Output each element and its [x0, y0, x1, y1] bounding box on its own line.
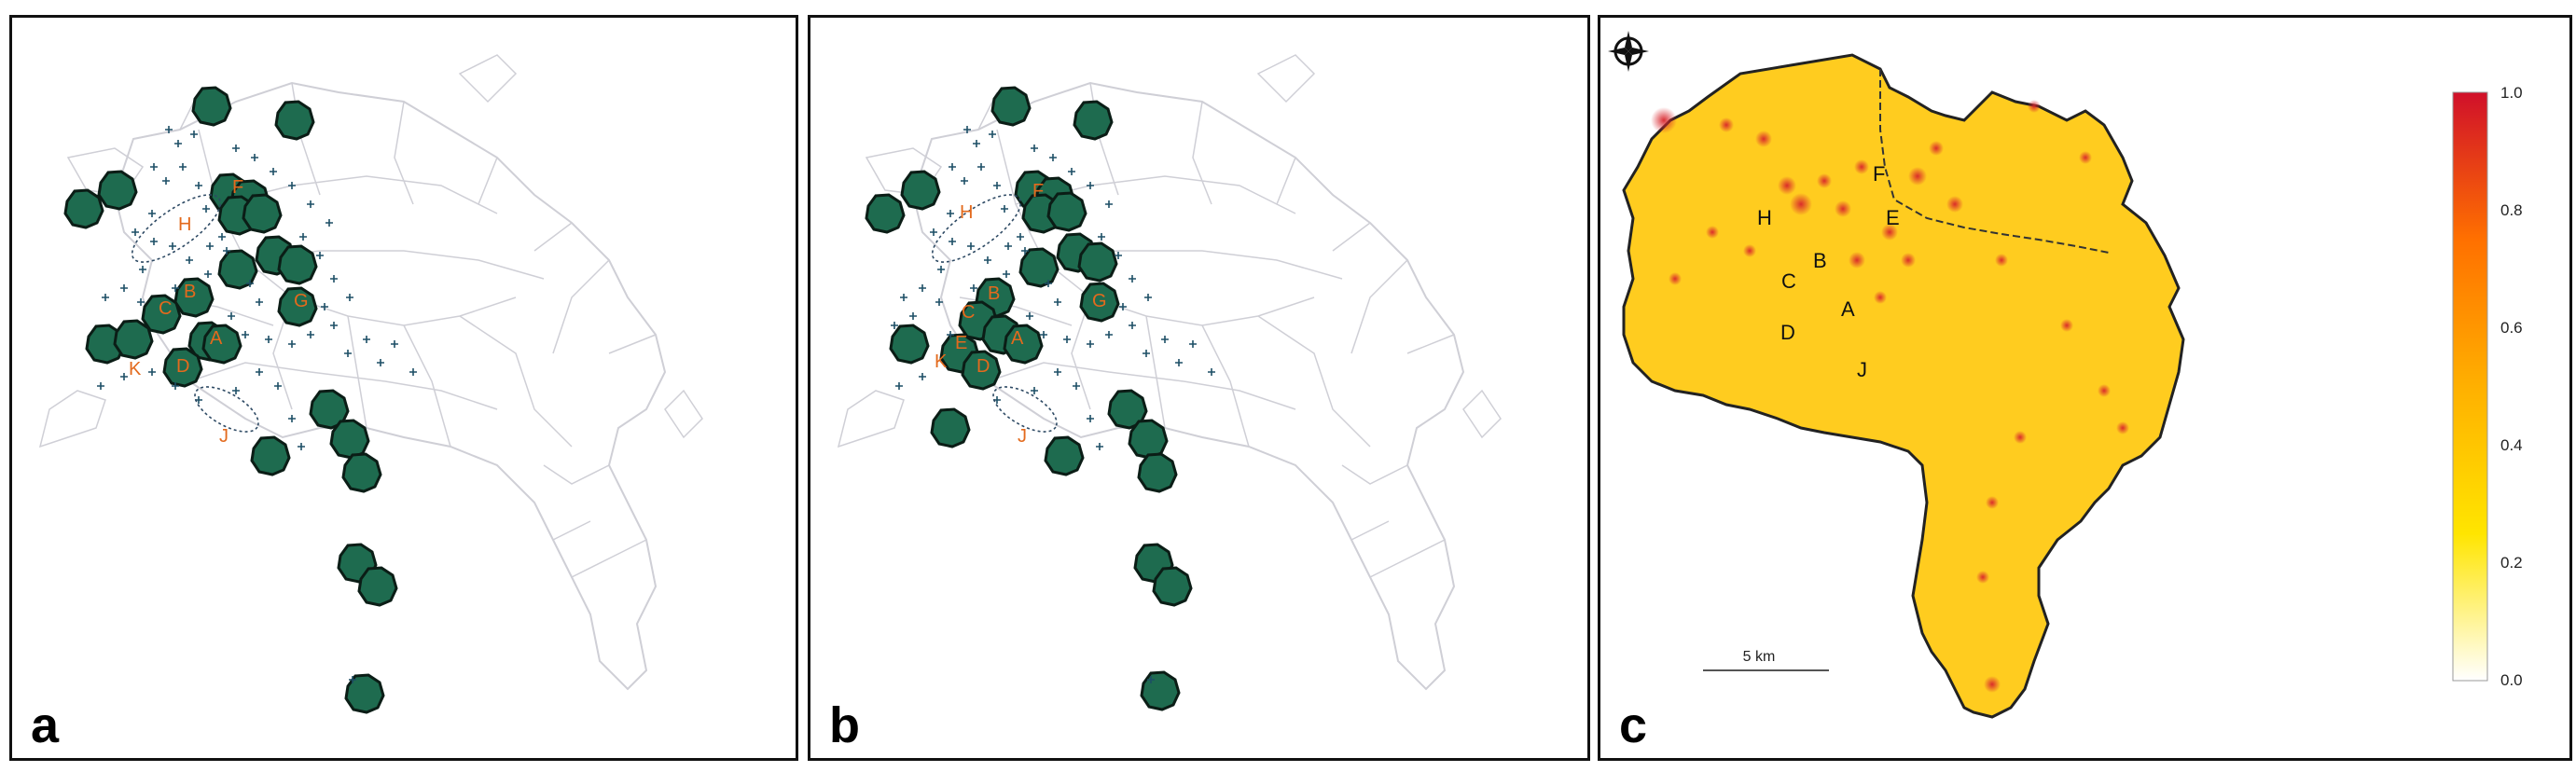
- colorbar-tick: 0.8: [2500, 201, 2523, 219]
- area-label-b: B: [184, 282, 196, 302]
- area-label-k: K: [935, 352, 948, 372]
- panel-b-map: H F B C G K E A D J: [838, 54, 1502, 711]
- dotted-ellipses: [931, 194, 1058, 433]
- area-label-d: D: [1780, 321, 1795, 344]
- area-label-a: A: [1011, 328, 1024, 349]
- compass-icon: [1608, 31, 1649, 72]
- area-label-d: D: [176, 356, 189, 377]
- panel-b: H F B C G K E A D J b: [808, 15, 1590, 761]
- colorbar-tick: 0.6: [2500, 319, 2523, 337]
- area-label-h: H: [960, 202, 973, 223]
- area-label-b: B: [988, 283, 1000, 304]
- colorbar-tick: 0.2: [2500, 554, 2523, 572]
- area-label-a: A: [1841, 297, 1855, 321]
- panel-letter-b: b: [829, 697, 860, 753]
- area-label-h: H: [178, 214, 191, 235]
- area-label-j: J: [1857, 358, 1867, 381]
- scale-bar: 5 km: [1703, 649, 1829, 671]
- area-labels: H F B C G A K D J: [129, 177, 309, 447]
- area-label-g: G: [1092, 291, 1107, 311]
- area-label-j: J: [219, 426, 229, 447]
- area-label-a: A: [210, 328, 223, 349]
- scale-bar-label: 5 km: [1743, 649, 1776, 665]
- colorbar-tick: 0.0: [2500, 671, 2523, 689]
- panel-letter-c: c: [1619, 697, 1648, 753]
- area-label-f: F: [232, 177, 243, 198]
- area-label-e: E: [955, 333, 967, 353]
- panel-c: F H E B C A D J 5 km 1.0 0.8 0.6 0.4: [1598, 15, 2572, 761]
- cluster-regions: [865, 86, 1193, 711]
- area-label-d: D: [976, 356, 990, 377]
- area-label-h: H: [1757, 206, 1772, 229]
- area-label-f: F: [1873, 162, 1885, 186]
- colorbar-tick: 1.0: [2500, 84, 2523, 102]
- area-label-e: E: [1886, 206, 1900, 229]
- area-labels: F H E B C A D J: [1757, 162, 1900, 381]
- panel-a: H F B C G A K D J a: [9, 15, 798, 761]
- cluster-regions: [63, 86, 398, 714]
- area-label-b: B: [1813, 249, 1827, 272]
- panel-a-map: H F B C G A K D J: [39, 54, 703, 714]
- area-label-f: F: [1032, 181, 1044, 201]
- area-labels: H F B C G K E A D J: [935, 181, 1107, 447]
- dotted-ellipses: [131, 194, 259, 433]
- area-label-j: J: [1018, 426, 1027, 447]
- hotspots: [1651, 100, 2129, 693]
- panel-letter-a: a: [31, 697, 60, 753]
- colorbar-tick: 0.4: [2500, 436, 2523, 454]
- area-label-g: G: [294, 291, 309, 311]
- area-label-c: C: [1781, 269, 1796, 293]
- area-label-c: C: [159, 298, 172, 319]
- city-outline: [1622, 53, 2185, 719]
- area-label-k: K: [129, 359, 142, 379]
- panel-c-map: F H E B C A D J 5 km 1.0 0.8 0.6 0.4: [1608, 31, 2523, 719]
- area-label-c: C: [962, 302, 975, 323]
- boundary-line: [1879, 69, 2110, 254]
- colorbar: 1.0 0.8 0.6 0.4 0.2 0.0: [2452, 84, 2523, 689]
